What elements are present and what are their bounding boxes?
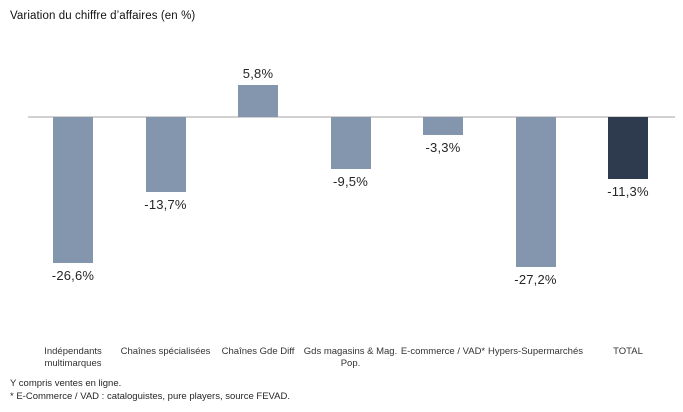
- category-label-3: Chaînes Gde Diff: [221, 346, 295, 357]
- value-label-3: 5,8%: [242, 66, 274, 81]
- category-label-6: Hypers-Supermarchés: [487, 346, 584, 357]
- bar-6: [515, 117, 556, 267]
- bar-7: [608, 117, 648, 179]
- category-label-5: E-commerce / VAD*: [400, 346, 486, 357]
- category-label-1: Indépendants multimarques: [44, 346, 102, 369]
- chart-title: Variation du chiffre d’affaires (en %): [10, 10, 196, 22]
- value-label-1: -26,6%: [51, 268, 95, 283]
- footnote-online-sales: Y compris ventes en ligne.: [10, 378, 122, 389]
- bar-4: [330, 117, 371, 169]
- value-label-7: -11,3%: [607, 184, 649, 199]
- footnote-ecommerce-source: * E-Commerce / VAD : cataloguistes, pure…: [10, 391, 290, 402]
- value-label-2: -13,7%: [144, 197, 187, 212]
- value-label-6: -27,2%: [514, 272, 557, 287]
- value-label-4: -9,5%: [333, 174, 368, 189]
- bar-2: [145, 117, 186, 192]
- value-label-5: -3,3%: [425, 140, 461, 155]
- bar-5: [423, 117, 463, 135]
- bar-1: [53, 117, 93, 263]
- category-label-7: TOTAL: [613, 346, 643, 357]
- category-label-4: Gds magasins & Mag. Pop.: [303, 346, 398, 369]
- bar-3: [238, 85, 278, 117]
- category-label-2: Chaînes spécialisées: [120, 346, 211, 357]
